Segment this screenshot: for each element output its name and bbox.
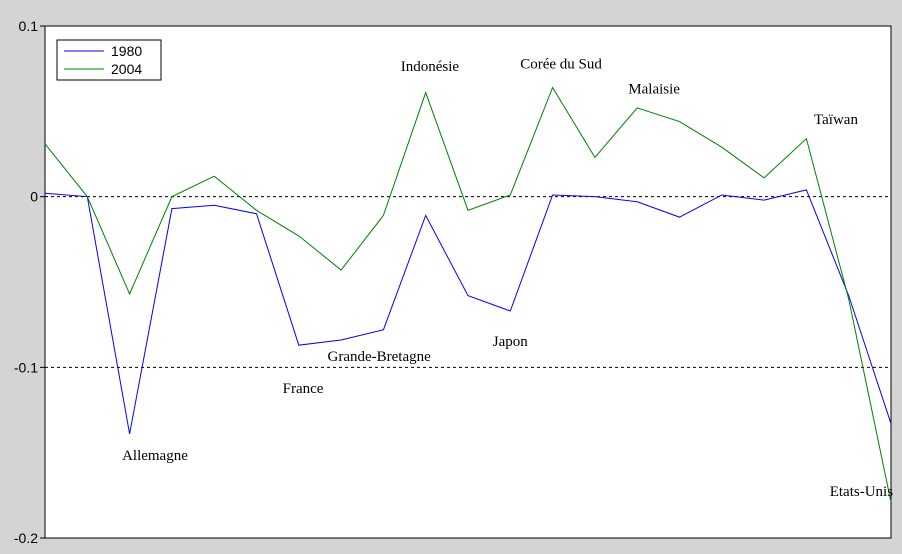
legend-label-1980: 1980 [111,43,142,59]
y-tick-label: 0 [30,189,38,205]
annotation-label: Grande-Bretagne [328,349,432,365]
legend-box [56,39,162,81]
annotation-label: Corée du Sud [520,57,602,73]
annotation-label: Allemagne [122,448,188,464]
annotation-label: France [283,381,324,397]
annotation-label: Taïwan [814,112,858,128]
y-tick-label: 0.1 [19,18,39,34]
legend-label-2004: 2004 [111,61,142,77]
y-tick-label: -0.2 [14,530,38,546]
annotation-label: Indonésie [401,59,460,75]
annotation-label: Malaisie [628,81,680,97]
plot-area [44,25,892,539]
series-layer [44,86,892,503]
y-axis-ticks: 0.1 0 -0.1 -0.2 [14,18,45,546]
annotation-label: Japon [493,334,528,350]
series-line-2004 [44,86,892,503]
legend: 1980 2004 [56,39,162,81]
annotation-label: Etats-Unis [830,484,893,500]
y-tick-label: -0.1 [14,359,38,375]
series-line-1980 [44,189,892,434]
reference-lines [45,196,891,368]
